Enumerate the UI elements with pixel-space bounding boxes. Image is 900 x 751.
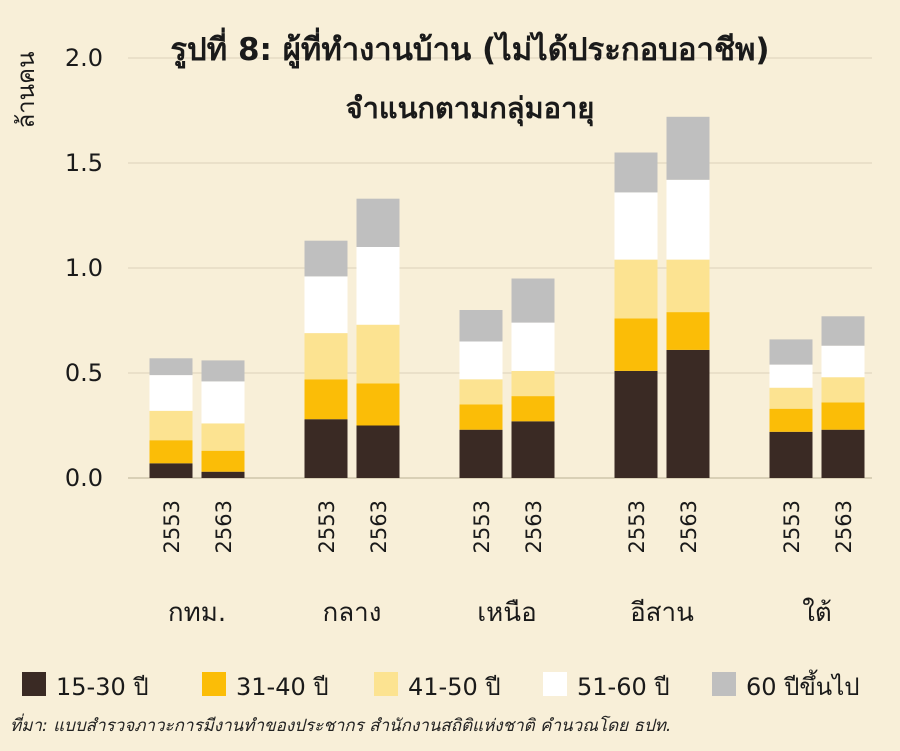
bar-segment-อีสาน-2563-0 bbox=[666, 349, 710, 478]
stacked-bar-chart: 0.0 0.5 1.0 1.5 2.0 2553 2563 กทม. 2553 2563 กลาง… bbox=[12, 27, 872, 701]
bar-segment-กลาง-2553-1 bbox=[304, 379, 348, 420]
bar-segment-ใต้-2563-2 bbox=[821, 377, 865, 403]
x-group-label: เหนือ bbox=[477, 598, 536, 628]
bar-segment-กลาง-2563-2 bbox=[356, 324, 400, 384]
bar-segment-อีสาน-2553-4 bbox=[614, 152, 658, 193]
x-group-label: ใต้ bbox=[802, 598, 832, 628]
bar-segment-อีสาน-2563-2 bbox=[666, 259, 710, 313]
bar-segment-เหนือ-2553-2 bbox=[459, 379, 503, 405]
x-year-label: 2563 bbox=[832, 500, 856, 553]
y-tick-label: 1.0 bbox=[65, 254, 103, 282]
bar-segment-เหนือ-2553-1 bbox=[459, 404, 503, 430]
bar-segment-ใต้-2553-0 bbox=[769, 431, 813, 478]
bar-segment-เหนือ-2553-3 bbox=[459, 341, 503, 380]
bar-segment-กทม.-2553-1 bbox=[149, 440, 193, 464]
bar-segment-กลาง-2553-4 bbox=[304, 240, 348, 277]
bar-segment-กทม.-2553-4 bbox=[149, 358, 193, 376]
bar-segment-กทม.-2563-0 bbox=[201, 471, 245, 478]
bar-segment-กลาง-2553-0 bbox=[304, 419, 348, 478]
x-year-label: 2563 bbox=[212, 500, 236, 553]
bar-segment-เหนือ-2563-2 bbox=[511, 370, 555, 397]
bar-segment-อีสาน-2563-4 bbox=[666, 116, 710, 180]
bar-segment-กลาง-2563-0 bbox=[356, 425, 400, 478]
bar-segment-ใต้-2553-3 bbox=[769, 364, 813, 388]
legend-swatch bbox=[543, 672, 567, 696]
legend-swatch bbox=[712, 672, 736, 696]
y-axis-label: ล้านคน bbox=[12, 51, 40, 128]
bar-segment-ใต้-2553-4 bbox=[769, 339, 813, 365]
bar-segment-กทม.-2563-2 bbox=[201, 423, 245, 451]
x-group-label: กลาง bbox=[323, 598, 382, 628]
bar-segment-เหนือ-2563-0 bbox=[511, 421, 555, 478]
bar-segment-ใต้-2563-1 bbox=[821, 402, 865, 430]
x-year-label: 2553 bbox=[315, 500, 339, 553]
bar-segment-ใต้-2563-0 bbox=[821, 429, 865, 478]
bar-segment-กลาง-2563-4 bbox=[356, 198, 400, 247]
bar-segment-กลาง-2553-2 bbox=[304, 333, 348, 380]
bar-segment-เหนือ-2563-4 bbox=[511, 278, 555, 323]
bar-segment-ใต้-2563-3 bbox=[821, 345, 865, 378]
bar-segment-อีสาน-2553-3 bbox=[614, 192, 658, 260]
bar-segment-กทม.-2563-1 bbox=[201, 450, 245, 472]
bar-segment-อีสาน-2553-2 bbox=[614, 259, 658, 319]
bar-segment-ใต้-2553-2 bbox=[769, 387, 813, 409]
legend-label: 60 ปีขึ้นไป bbox=[746, 669, 860, 700]
y-tick-label: 2.0 bbox=[65, 44, 103, 72]
bar-segment-เหนือ-2553-0 bbox=[459, 429, 503, 478]
x-year-label: 2553 bbox=[470, 500, 494, 553]
bar-segment-เหนือ-2553-4 bbox=[459, 310, 503, 342]
y-tick-label: 1.5 bbox=[65, 149, 103, 177]
bar-segment-กลาง-2553-3 bbox=[304, 276, 348, 334]
bar-segment-เหนือ-2563-3 bbox=[511, 322, 555, 371]
legend-swatch bbox=[202, 672, 226, 696]
x-group-label: กทม. bbox=[168, 598, 226, 628]
bar-segment-กทม.-2553-0 bbox=[149, 463, 193, 478]
x-year-label: 2563 bbox=[367, 500, 391, 553]
legend-label: 15-30 ปี bbox=[56, 673, 149, 700]
legend-swatch bbox=[374, 672, 398, 696]
bar-segment-กทม.-2553-3 bbox=[149, 375, 193, 411]
bar-segment-กทม.-2553-2 bbox=[149, 410, 193, 441]
x-year-label: 2553 bbox=[780, 500, 804, 553]
bar-segment-กลาง-2563-3 bbox=[356, 247, 400, 325]
legend-swatch bbox=[22, 672, 46, 696]
bar-segment-ใต้-2563-4 bbox=[821, 316, 865, 346]
chart-subtitle: จำแนกตามกลุ่มอายุ bbox=[346, 91, 595, 126]
legend-label: 41-50 ปี bbox=[408, 673, 501, 700]
bar-segment-อีสาน-2563-3 bbox=[666, 179, 710, 260]
bar-segment-อีสาน-2563-1 bbox=[666, 312, 710, 350]
x-year-label: 2563 bbox=[522, 500, 546, 553]
y-tick-label: 0.0 bbox=[65, 464, 103, 492]
legend-label: 31-40 ปี bbox=[236, 673, 329, 700]
bar-segment-อีสาน-2553-0 bbox=[614, 370, 658, 478]
bar-segment-ใต้-2553-1 bbox=[769, 408, 813, 432]
x-year-label: 2553 bbox=[160, 500, 184, 553]
bar-segment-เหนือ-2563-1 bbox=[511, 396, 555, 422]
x-year-label: 2563 bbox=[677, 500, 701, 553]
legend-label: 51-60 ปี bbox=[577, 673, 670, 700]
chart-title: รูปที่ 8: ผู้ที่ทำงานบ้าน (ไม่ได้ประกอบอ… bbox=[170, 27, 769, 69]
y-tick-label: 0.5 bbox=[65, 359, 103, 387]
bar-segment-อีสาน-2553-1 bbox=[614, 318, 658, 371]
bar-segment-กลาง-2563-1 bbox=[356, 383, 400, 426]
legend: 15-30 ปี 31-40 ปี 41-50 ปี 51-60 ปี 60 ปีขึ้… bbox=[22, 669, 860, 701]
x-year-label: 2553 bbox=[625, 500, 649, 553]
bar-segment-กทม.-2563-4 bbox=[201, 360, 245, 382]
bar-segment-กทม.-2563-3 bbox=[201, 381, 245, 424]
source-note: ที่มา: แบบสำรวจภาวะการมีงานทำของประชากร … bbox=[10, 716, 672, 736]
x-group-label: อีสาน bbox=[630, 598, 694, 628]
